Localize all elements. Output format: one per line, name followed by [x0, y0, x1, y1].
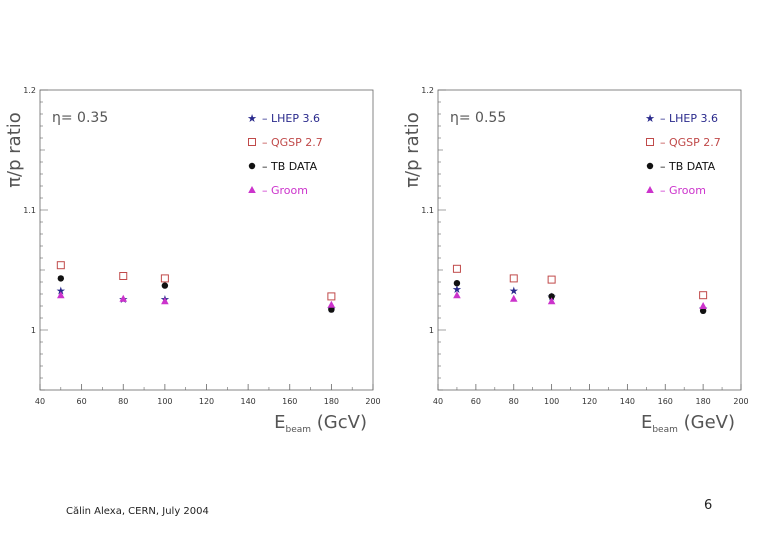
- data-point-triangle: [699, 302, 707, 309]
- data-point-open-square: [160, 274, 169, 283]
- page-number: 6: [704, 498, 713, 513]
- x-tick-label: 60: [77, 397, 87, 406]
- legend-marker-star: ★: [247, 112, 257, 125]
- data-point-triangle: [161, 297, 169, 305]
- y-axis-title: π/p ratio: [4, 112, 25, 188]
- plot-frame: [39, 89, 374, 391]
- y-tick-label: 1.2: [23, 86, 36, 95]
- plot-eta-035: 40 60 80 100 120 140 160 180 200 1 1.1 1.2 π/p ratio…: [0, 0, 390, 440]
- x-tick-label: 200: [365, 397, 380, 406]
- data-point-open-square: [509, 274, 518, 283]
- legend-marker-star: ★: [645, 112, 655, 125]
- data-point-open-square: [452, 264, 461, 273]
- data-point-open-square: [699, 291, 708, 300]
- data-point-triangle: [57, 291, 65, 299]
- legend-entry: – QGSP 2.7: [660, 136, 721, 149]
- x-tick-label: 80: [118, 397, 128, 406]
- legend-entry: – QGSP 2.7: [262, 136, 323, 149]
- data-point-dot: [328, 306, 335, 313]
- x-tick-label: 60: [471, 397, 481, 406]
- legend-marker-triangle: [248, 186, 256, 193]
- legend-entry: – LHEP 3.6: [660, 112, 718, 125]
- data-point-star: ★: [509, 284, 519, 297]
- x-tick-label: 40: [35, 397, 45, 406]
- plot-frame: [437, 89, 742, 391]
- data-point-star: ★: [452, 283, 462, 296]
- data-point-open-square: [56, 261, 65, 270]
- data-point-open-square: [119, 272, 128, 280]
- legend-marker-open-square: [248, 138, 256, 146]
- data-point-dot: [699, 307, 707, 314]
- x-tick-label: 200: [733, 397, 748, 406]
- x-tick-label: 160: [658, 397, 673, 406]
- y-tick-label: 1.2: [421, 86, 434, 95]
- footer-author: Călin Alexa, CERN, July 2004: [66, 506, 209, 517]
- data-point-dot: [161, 282, 169, 289]
- x-tick-label: 80: [509, 397, 519, 406]
- y-tick-label: 1: [31, 326, 36, 335]
- x-axis-title: Ebeam (GeV): [641, 412, 735, 435]
- eta-annotation: η= 0.55: [450, 110, 506, 126]
- legend-entry: – TB DATA: [262, 160, 318, 173]
- data-point-dot: [548, 293, 555, 300]
- x-tick-label: 100: [157, 397, 172, 406]
- y-tick-label: 1.1: [23, 206, 36, 215]
- y-tick-label: 1.1: [421, 206, 434, 215]
- data-point-dot: [453, 280, 461, 287]
- y-axis-title: π/p ratio: [402, 112, 423, 188]
- x-tick-label: 120: [199, 397, 214, 406]
- legend-marker-triangle: [646, 186, 654, 193]
- x-tick-label: 100: [544, 397, 559, 406]
- data-point-triangle: [509, 294, 518, 302]
- data-point-open-square: [547, 275, 556, 284]
- legend-entry: – Groom: [262, 184, 308, 197]
- legend-marker-open-square: [646, 138, 654, 146]
- data-point-star: ★: [56, 284, 66, 297]
- legend-entry: – Groom: [660, 184, 706, 197]
- plot-eta-055: 40 60 80 100 120 140 160 180 200 1 1.1 1.2 π/p ratio…: [390, 0, 780, 440]
- chart-eta-035: 40 60 80 100 120 140 160 180 200 1 1.1 1.2 π/p ratio…: [4, 86, 381, 435]
- x-tick-label: 160: [282, 397, 297, 406]
- x-axis-title: Ebeam (GcV): [274, 412, 367, 435]
- x-tick-label: 120: [582, 397, 597, 406]
- legend-entry: – TB DATA: [660, 160, 716, 173]
- data-point-triangle: [453, 291, 461, 299]
- legend-marker-dot: [248, 162, 256, 170]
- x-tick-label: 180: [695, 397, 710, 406]
- data-point-triangle: [327, 300, 336, 308]
- y-tick-label: 1: [429, 326, 434, 335]
- data-point-open-square: [327, 292, 336, 301]
- legend-entry: – LHEP 3.6: [262, 112, 320, 125]
- x-tick-label: 140: [240, 397, 255, 406]
- eta-annotation: η= 0.35: [52, 110, 108, 126]
- legend-marker-dot: [646, 162, 654, 170]
- data-point-triangle: [547, 297, 556, 305]
- x-tick-label: 40: [433, 397, 443, 406]
- x-tick-label: 140: [620, 397, 635, 406]
- data-point-triangle: [119, 294, 128, 302]
- chart-eta-055: 40 60 80 100 120 140 160 180 200 1 1.1 1.2 π/p ratio…: [402, 86, 749, 435]
- x-tick-label: 180: [324, 397, 339, 406]
- data-point-dot: [57, 275, 65, 282]
